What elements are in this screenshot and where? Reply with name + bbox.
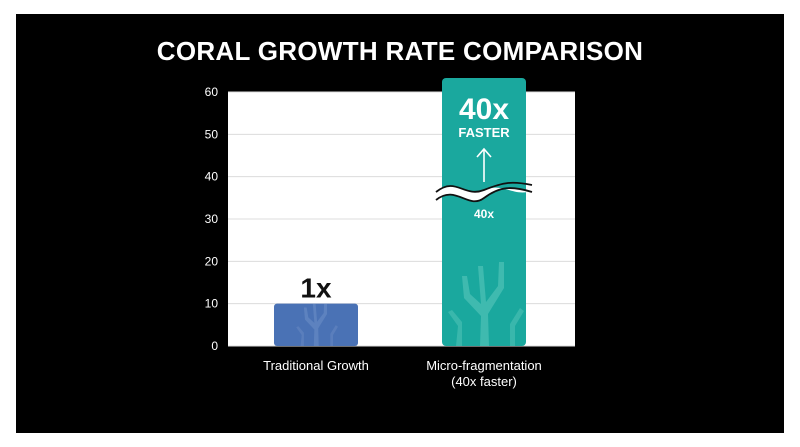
- axis-break-line: [435, 187, 533, 203]
- y-axis: 0 10 20 30 40 50 60: [205, 85, 219, 353]
- y-tick-label: 30: [205, 212, 219, 226]
- x-tick-label: Traditional Growth: [263, 358, 369, 373]
- bar-inner-label: 40x: [474, 207, 494, 221]
- y-tick-label: 40: [205, 170, 219, 184]
- y-tick-label: 10: [205, 297, 219, 311]
- y-tick-label: 0: [211, 339, 218, 353]
- x-tick-label: Micro-fragmentation: [426, 358, 542, 373]
- bar-data-label-headline: 40x: [459, 93, 509, 126]
- x-tick-label: (40x faster): [451, 374, 517, 389]
- y-tick-label: 20: [205, 254, 219, 268]
- arrow-head-icon: [476, 147, 492, 158]
- axis-break: [436, 186, 532, 202]
- y-tick-label: 60: [205, 85, 219, 99]
- chart-title: CORAL GROWTH RATE COMPARISON: [156, 36, 644, 66]
- y-tick-label: 50: [205, 127, 219, 141]
- coral-icon: [296, 303, 338, 346]
- bar-data-label: 1x: [300, 273, 332, 304]
- x-axis: Traditional Growth Micro-fragmentation(40…: [263, 358, 542, 389]
- coral-icon: [448, 262, 524, 346]
- axis-break-line: [435, 181, 533, 193]
- bar-data-label-sub: FASTER: [458, 125, 510, 140]
